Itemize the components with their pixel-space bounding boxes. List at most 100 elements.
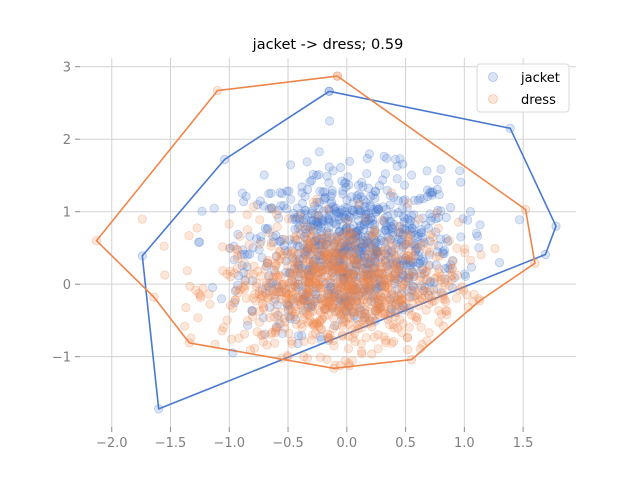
data-point [315,317,325,327]
data-point [407,267,417,277]
data-point [321,252,332,262]
data-point [273,315,283,325]
data-point [514,215,525,225]
data-point [313,217,323,227]
data-point [410,219,420,229]
data-point [292,235,302,245]
data-point [347,279,357,289]
data-point [348,269,358,279]
data-point [286,277,296,287]
data-point [301,290,311,300]
data-point [254,289,264,299]
data-point [445,264,455,274]
data-point [340,203,350,213]
data-point [443,237,453,247]
data-point [288,293,298,303]
data-point [413,289,423,300]
data-point [272,300,282,310]
data-point [411,290,421,301]
data-point [342,195,352,205]
legend-label-jacket: jacket [520,71,560,86]
data-point [332,292,342,302]
data-point [302,353,313,363]
data-point [341,306,351,316]
data-point [372,247,382,257]
data-point [331,206,341,217]
data-point [308,260,319,270]
data-point [324,301,334,311]
data-point [351,292,361,302]
data-point [309,243,319,253]
data-point [320,239,330,249]
data-point [277,328,287,338]
data-point [322,171,332,181]
data-point [295,209,306,219]
data-point [193,313,203,323]
data-point [409,195,419,205]
data-point [237,188,247,198]
data-point [344,361,354,371]
data-point [302,185,313,195]
data-point [382,268,393,278]
data-point [194,288,204,299]
data-point [380,257,390,268]
data-point [416,256,426,266]
data-point [222,269,232,279]
data-point [397,265,407,275]
data-point [319,311,330,321]
data-point [244,240,254,250]
data-point [302,296,312,306]
data-point [373,247,383,257]
data-point [360,201,370,212]
data-point [264,204,274,214]
data-point [353,180,364,190]
data-point [391,300,401,310]
data-point [283,214,294,224]
data-point [298,295,308,305]
data-point [378,309,388,319]
data-point [424,299,434,309]
data-point [343,299,353,310]
data-point [308,277,318,287]
data-point [372,301,382,312]
data-point [328,247,339,257]
data-point [304,277,314,288]
data-point [305,228,315,238]
data-point [344,261,354,272]
data-point [356,192,366,202]
data-point [255,215,265,225]
data-point [195,292,206,303]
points-layer [91,71,561,414]
data-point [324,214,334,224]
data-point [415,275,425,285]
data-point [261,288,271,298]
data-point [388,258,398,269]
data-point [271,322,281,332]
data-point [416,228,427,238]
data-point [281,288,291,298]
data-point [390,263,401,274]
data-point [386,217,396,227]
data-point [323,285,333,295]
data-point [339,268,350,278]
data-point [490,243,500,254]
data-point [395,273,405,283]
data-point [258,330,268,340]
data-point [425,277,435,287]
data-point [302,309,313,319]
data-point [195,237,205,247]
data-point [300,295,311,305]
data-point [358,315,368,325]
data-point [346,288,356,299]
data-point [466,262,477,272]
data-point [393,196,403,206]
y-tick-label: −1 [52,351,71,366]
data-point [418,213,428,223]
data-point [375,253,385,263]
data-point [349,287,359,298]
data-point [447,263,457,273]
data-point [424,328,434,338]
data-point [378,251,389,261]
data-point [297,269,307,279]
